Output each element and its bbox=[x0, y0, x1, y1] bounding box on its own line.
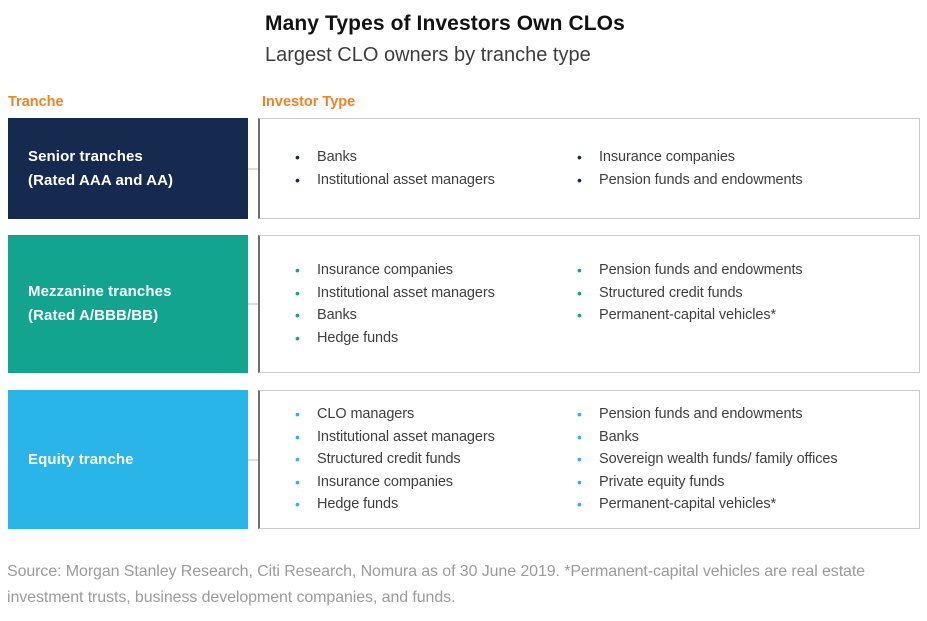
investor-item: Pension funds and endowments bbox=[577, 259, 919, 282]
tranche-row-equity: Equity tranche CLO managersInstitutional… bbox=[8, 390, 920, 529]
mezzanine-tranche-box: Mezzanine tranches (Rated A/BBB/BB) bbox=[8, 235, 248, 373]
tranche-label-line2: (Rated AAA and AA) bbox=[28, 171, 174, 189]
investor-item: Banks bbox=[295, 304, 542, 327]
investor-item: Pension funds and endowments bbox=[577, 169, 919, 192]
investor-item: Banks bbox=[577, 426, 919, 449]
senior-investor-list-col2: Insurance companiesPension funds and end… bbox=[542, 146, 919, 191]
equity-investor-list-col1: CLO managersInstitutional asset managers… bbox=[260, 403, 542, 516]
investor-item: Pension funds and endowments bbox=[577, 403, 919, 426]
mezzanine-investor-list-col1: Insurance companiesInstitutional asset m… bbox=[260, 259, 542, 349]
senior-investor-box: BanksInstitutional asset managers Insura… bbox=[258, 118, 920, 219]
equity-tranche-box: Equity tranche bbox=[8, 390, 248, 529]
investor-item: Sovereign wealth funds/ family offices bbox=[577, 448, 919, 471]
tranche-label-line1: Equity tranche bbox=[28, 450, 134, 468]
investor-item: Structured credit funds bbox=[295, 448, 542, 471]
mezzanine-tranche-label: Mezzanine tranches (Rated A/BBB/BB) bbox=[8, 280, 172, 328]
investor-item: Permanent-capital vehicles* bbox=[577, 304, 919, 327]
mezzanine-investor-box: Insurance companiesInstitutional asset m… bbox=[258, 235, 920, 373]
mezzanine-investor-list-col2: Pension funds and endowmentsStructured c… bbox=[542, 259, 919, 349]
page-subtitle: Largest CLO owners by tranche type bbox=[265, 44, 591, 66]
page-title: Many Types of Investors Own CLOs bbox=[265, 12, 625, 35]
tranche-label-line2: (Rated A/BBB/BB) bbox=[28, 307, 159, 324]
header: Many Types of Investors Own CLOs Largest… bbox=[0, 0, 927, 68]
tranche-rows: Senior tranches (Rated AAA and AA) Banks… bbox=[0, 118, 927, 529]
column-header-tranche: Tranche bbox=[8, 94, 64, 110]
investor-item: Structured credit funds bbox=[577, 282, 919, 305]
investor-item: Insurance companies bbox=[295, 471, 542, 494]
investor-item: CLO managers bbox=[295, 403, 542, 426]
investor-item: Hedge funds bbox=[295, 493, 542, 516]
footer: Source: Morgan Stanley Research, Citi Re… bbox=[7, 559, 920, 611]
column-headers: Tranche Investor Type bbox=[0, 94, 927, 110]
tranche-label-line1: Mezzanine tranches bbox=[28, 283, 172, 300]
investor-item: Private equity funds bbox=[577, 471, 919, 494]
equity-investor-list-col2: Pension funds and endowmentsBanksSoverei… bbox=[542, 403, 919, 516]
equity-investor-box: CLO managersInstitutional asset managers… bbox=[258, 390, 920, 529]
investor-item: Institutional asset managers bbox=[295, 282, 542, 305]
investor-item: Institutional asset managers bbox=[295, 426, 542, 449]
equity-tranche-label: Equity tranche bbox=[8, 448, 134, 472]
tranche-label-line1: Senior tranches bbox=[28, 147, 143, 165]
source-note: Source: Morgan Stanley Research, Citi Re… bbox=[7, 563, 865, 606]
investor-item: Insurance companies bbox=[295, 259, 542, 282]
column-header-investor-type: Investor Type bbox=[262, 94, 356, 110]
investor-item: Hedge funds bbox=[295, 327, 542, 350]
senior-tranche-box: Senior tranches (Rated AAA and AA) bbox=[8, 118, 248, 219]
investor-item: Banks bbox=[295, 146, 542, 169]
connector-line bbox=[248, 303, 258, 305]
investor-item: Permanent-capital vehicles* bbox=[577, 493, 919, 516]
senior-investor-list-col1: BanksInstitutional asset managers bbox=[260, 146, 542, 191]
investor-item: Insurance companies bbox=[577, 146, 919, 169]
connector-line bbox=[248, 458, 258, 461]
connector-line bbox=[248, 167, 258, 170]
investor-item: Institutional asset managers bbox=[295, 169, 542, 192]
tranche-row-mezzanine: Mezzanine tranches (Rated A/BBB/BB) Insu… bbox=[8, 235, 920, 373]
tranche-row-senior: Senior tranches (Rated AAA and AA) Banks… bbox=[8, 118, 920, 219]
senior-tranche-label: Senior tranches (Rated AAA and AA) bbox=[8, 145, 173, 193]
